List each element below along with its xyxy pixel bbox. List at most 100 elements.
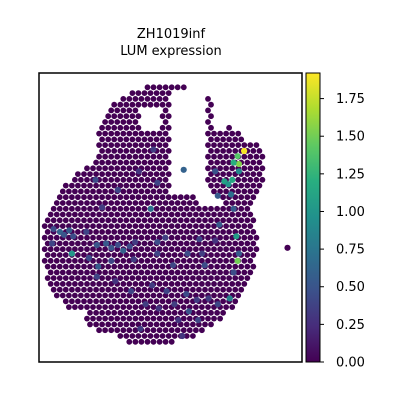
spot	[150, 269, 157, 276]
spot	[141, 148, 148, 154]
spot	[156, 281, 163, 287]
spot	[199, 211, 205, 218]
spot	[202, 286, 208, 293]
spot	[162, 246, 169, 253]
spot	[156, 327, 163, 334]
spot	[256, 148, 263, 154]
spot	[190, 286, 196, 293]
spot	[196, 205, 202, 212]
spot	[150, 338, 157, 345]
spot	[205, 165, 211, 172]
spot	[138, 153, 145, 160]
spot	[217, 165, 224, 172]
spot	[229, 153, 236, 160]
spot	[159, 275, 166, 281]
spot	[208, 275, 214, 281]
spot	[229, 211, 236, 218]
spot	[96, 257, 102, 264]
spot	[144, 234, 151, 241]
spot	[69, 263, 75, 270]
spot	[156, 211, 163, 218]
spot	[211, 153, 217, 160]
spot	[132, 107, 139, 114]
spot	[69, 205, 75, 212]
spot	[132, 327, 139, 334]
spot	[190, 321, 196, 328]
spot	[162, 153, 169, 160]
spot	[153, 275, 160, 281]
spot	[165, 309, 172, 316]
spot	[250, 171, 257, 178]
spot	[162, 200, 169, 206]
expressing-spot	[135, 168, 142, 175]
spot	[75, 171, 81, 178]
spot	[168, 246, 175, 253]
spot	[193, 257, 199, 264]
spot	[78, 234, 84, 241]
spot	[159, 205, 166, 212]
spot	[238, 205, 245, 212]
spot	[126, 119, 133, 125]
spot	[135, 159, 142, 166]
spot	[165, 275, 172, 281]
spot	[211, 142, 217, 149]
spot	[241, 153, 248, 160]
spot	[105, 194, 112, 201]
spot	[114, 223, 121, 230]
spot	[244, 217, 251, 224]
spot	[220, 252, 227, 258]
spot	[159, 182, 166, 189]
spot	[111, 217, 118, 224]
spot	[129, 194, 136, 201]
spot	[90, 281, 96, 287]
spot	[117, 171, 124, 178]
spot	[59, 257, 66, 264]
spot	[247, 176, 254, 183]
spot	[217, 315, 224, 322]
spot	[177, 309, 184, 316]
spot	[214, 263, 221, 270]
spot	[105, 321, 112, 328]
spot	[87, 286, 93, 293]
spot	[44, 229, 51, 235]
spot	[105, 136, 112, 143]
spot	[141, 229, 148, 235]
spot	[165, 101, 172, 108]
spot	[44, 217, 51, 224]
spot	[126, 338, 133, 345]
spot	[129, 263, 136, 270]
spot	[114, 153, 121, 160]
spot	[123, 136, 130, 143]
spot	[214, 159, 221, 166]
spot	[247, 142, 254, 149]
spot	[256, 182, 263, 189]
spot	[159, 148, 166, 154]
spot	[238, 194, 245, 201]
spot	[41, 246, 48, 253]
spot	[59, 223, 66, 230]
spot	[126, 315, 133, 322]
spot	[186, 223, 193, 230]
spot	[159, 171, 166, 178]
spot	[144, 281, 151, 287]
spot	[108, 200, 115, 206]
spot	[93, 205, 99, 212]
spot	[183, 194, 190, 201]
spot	[135, 229, 142, 235]
expressing-spot	[212, 237, 219, 244]
spot	[132, 269, 139, 276]
spot	[78, 246, 84, 253]
spot	[78, 281, 84, 287]
spot	[153, 90, 160, 96]
spot	[153, 136, 160, 143]
spot	[132, 211, 139, 218]
spot	[120, 327, 127, 334]
spot	[226, 217, 233, 224]
spot	[108, 315, 115, 322]
spot	[117, 229, 124, 235]
spot	[205, 107, 211, 114]
spot	[202, 240, 208, 247]
spot	[135, 333, 142, 339]
spot	[183, 205, 190, 212]
spot	[120, 107, 127, 114]
